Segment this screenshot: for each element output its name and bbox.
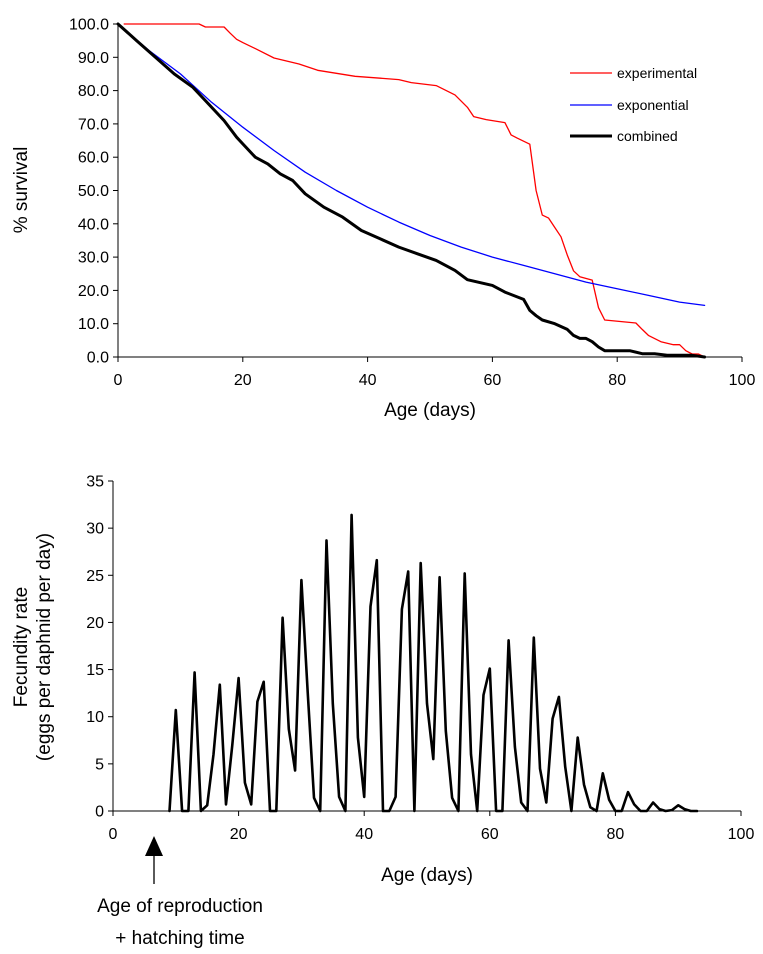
fecundity-x-tick-label: 80 xyxy=(607,826,625,843)
fecundity-y-tick-label: 20 xyxy=(86,615,104,632)
fecundity-y-tick-label: 10 xyxy=(86,709,104,726)
survival-x-tick-label: 80 xyxy=(608,372,626,389)
survival-y-tick-label: 0.0 xyxy=(87,350,109,367)
legend-label-experimental: experimental xyxy=(617,65,697,81)
fecundity-plot-area: 0 5 10 15 20 25 30 35 0 20 40 60 80 100 xyxy=(86,474,754,844)
reproduction-annotation-line2: + hatching time xyxy=(115,928,244,949)
survival-y-tick-label: 70.0 xyxy=(78,116,109,133)
fecundity-y-tick-label: 5 xyxy=(95,756,104,773)
fecundity-series xyxy=(168,513,699,813)
fecundity-y-tick-label: 30 xyxy=(86,521,104,538)
reproduction-arrow-head xyxy=(145,836,163,856)
fecundity-x-tick-label: 40 xyxy=(355,826,373,843)
legend-label-exponential: exponential xyxy=(617,97,689,113)
fecundity-y-tick-label: 15 xyxy=(86,662,104,679)
survival-x-tick-label: 100 xyxy=(729,372,756,389)
survival-y-tick-label: 60.0 xyxy=(78,150,109,167)
series-line-combined xyxy=(116,22,707,359)
survival-x-tick-label: 20 xyxy=(234,372,252,389)
survival-y-tick-label: 50.0 xyxy=(78,183,109,200)
fecundity-y-tick-label: 35 xyxy=(86,474,104,491)
series-line-experimental xyxy=(123,23,706,358)
fecundity-x-axis-title: Age (days) xyxy=(381,865,473,886)
survival-legend: experimental exponential combined xyxy=(570,65,697,144)
survival-y-tick-label: 40.0 xyxy=(78,216,109,233)
fecundity-chart: 0 5 10 15 20 25 30 35 0 20 40 60 80 100 Age (days) F… xyxy=(11,474,754,950)
fecundity-y-axis-title: Fecundity rate (eggs per daphnid per day… xyxy=(11,533,55,761)
survival-x-axis-title: Age (days) xyxy=(384,400,476,421)
survival-x-tick-label: 40 xyxy=(359,372,377,389)
fecundity-x-ticks: 0 20 40 60 80 100 xyxy=(109,811,755,843)
survival-x-tick-label: 60 xyxy=(484,372,502,389)
survival-chart: 0.0 10.0 20.0 30.0 40.0 50.0 60.0 70.0 80.0 90.0 1… xyxy=(11,17,755,422)
reproduction-age-annotation: Age of reproduction + hatching time xyxy=(97,836,263,949)
survival-x-ticks: 0 20 40 60 80 100 xyxy=(114,357,756,389)
series-line-fecundity xyxy=(168,513,699,813)
legend-label-combined: combined xyxy=(617,128,678,144)
fecundity-y-ticks: 0 5 10 15 20 25 30 35 xyxy=(86,474,113,821)
survival-y-ticks: 0.0 10.0 20.0 30.0 40.0 50.0 60.0 70.0 80.0 90.0 1… xyxy=(69,17,118,367)
fecundity-y-tick-label: 0 xyxy=(95,804,104,821)
series-line-exponential xyxy=(117,23,706,307)
survival-y-tick-label: 80.0 xyxy=(78,83,109,100)
fecundity-x-tick-label: 0 xyxy=(109,826,118,843)
fecundity-x-tick-label: 20 xyxy=(230,826,248,843)
reproduction-annotation-line1: Age of reproduction xyxy=(97,896,263,917)
survival-plot-area: 0.0 10.0 20.0 30.0 40.0 50.0 60.0 70.0 80.0 90.0 1… xyxy=(69,17,755,390)
survival-x-tick-label: 0 xyxy=(114,372,123,389)
fecundity-x-tick-label: 60 xyxy=(481,826,499,843)
fecundity-y-axis-title-line2: (eggs per daphnid per day) xyxy=(34,533,55,761)
survival-y-tick-label: 100.0 xyxy=(69,17,109,34)
fecundity-x-tick-label: 100 xyxy=(728,826,755,843)
survival-series xyxy=(116,22,707,359)
fecundity-y-axis-title-line1: Fecundity rate xyxy=(11,587,32,707)
survival-y-tick-label: 30.0 xyxy=(78,250,109,267)
survival-y-tick-label: 10.0 xyxy=(78,316,109,333)
survival-y-axis-title: % survival xyxy=(11,147,32,234)
survival-y-tick-label: 90.0 xyxy=(78,50,109,67)
fecundity-y-tick-label: 25 xyxy=(86,568,104,585)
survival-y-tick-label: 20.0 xyxy=(78,283,109,300)
